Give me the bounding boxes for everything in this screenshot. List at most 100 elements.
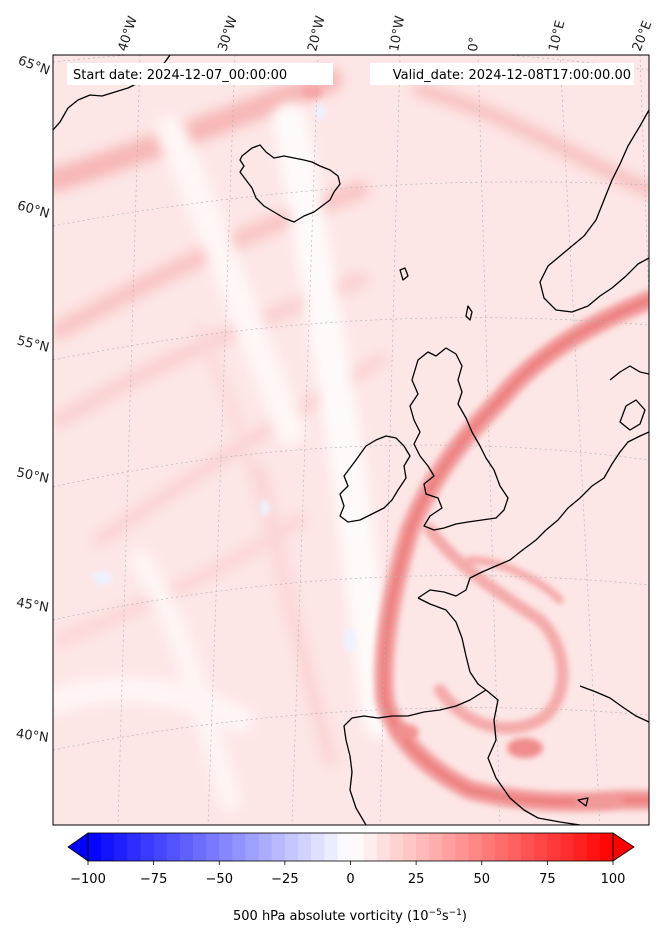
colorbar-cell xyxy=(416,833,430,861)
gridline-lat-45 xyxy=(53,575,649,621)
colorbar-tick-label: −100 xyxy=(70,872,106,887)
lon-label-10e: 10°E xyxy=(546,19,568,53)
colorbar-cell xyxy=(193,833,207,861)
lat-label-45n: 45°N xyxy=(15,595,50,615)
ireland-coast xyxy=(339,435,411,523)
gridline-lat-50 xyxy=(53,444,649,488)
start-date-label: Start date: 2024-12-07_00:00:00 xyxy=(73,68,287,83)
colorbar-cell xyxy=(363,833,378,861)
colorbar-cell xyxy=(311,833,325,861)
colorbar-tick-label: 100 xyxy=(601,872,626,887)
colorbar-label-main: 500 hPa absolute vorticity (10 xyxy=(233,909,429,924)
gridline-lon-20e xyxy=(639,55,649,301)
gridline-lon-10w xyxy=(379,55,401,825)
colorbar-extend-low xyxy=(67,832,89,862)
colorbar-cell xyxy=(140,833,155,861)
bay-of-biscay-coast xyxy=(417,597,487,691)
shetland xyxy=(465,305,473,321)
lat-label-55n: 55°N xyxy=(15,333,50,355)
gridline-lat-40 xyxy=(53,707,649,751)
colorbar-cell xyxy=(508,833,522,861)
north-europe-coast xyxy=(535,431,649,541)
colorbar-cell xyxy=(88,833,102,861)
lon-label-40w: 40°W xyxy=(116,14,141,53)
colorbar-cells xyxy=(88,833,614,861)
valid-date-box xyxy=(370,63,634,85)
colorbar-cell xyxy=(101,833,115,861)
vorticity-streaks xyxy=(53,68,649,766)
colorbar-cell xyxy=(534,833,548,861)
colorbar-ticks: −100 −75 −50 −25 0 25 50 75 100 xyxy=(70,861,625,887)
colorbar-cell xyxy=(337,833,352,861)
lat-label-65n: 65°N xyxy=(16,53,52,78)
lon-label-10w: 10°W xyxy=(387,15,408,53)
colorbar-cell xyxy=(284,833,299,861)
colorbar-cell xyxy=(324,833,338,861)
colorbar-cell xyxy=(206,833,220,861)
mediterranean-coast xyxy=(579,685,649,723)
longitude-labels: 40°W 30°W 20°W 10°W 0° 10°E 20°E xyxy=(116,14,656,53)
gridline-lat-60 xyxy=(53,181,649,227)
colorbar-cell xyxy=(166,833,181,861)
colorbar-cell xyxy=(599,833,614,861)
colorbar-tick-label: −75 xyxy=(140,872,167,887)
colorbar-cell xyxy=(350,833,365,861)
colorbar-tick-label: 75 xyxy=(539,872,556,887)
colorbar-cell xyxy=(232,833,247,861)
iberia-med-coast xyxy=(485,689,581,825)
denmark-coast xyxy=(609,365,649,431)
map-panel xyxy=(53,55,649,825)
gridline-lon-30w xyxy=(207,55,236,825)
colorbar-label-exp2: −1 xyxy=(449,908,462,918)
low-vorticity-regions xyxy=(53,103,397,811)
header-bar: Start date: 2024-12-07_00:00:00 Valid_da… xyxy=(67,63,634,85)
lon-label-0: 0° xyxy=(466,36,482,52)
colorbar-tick-label: 25 xyxy=(408,872,425,887)
colorbar-cell xyxy=(179,833,194,861)
colorbar-cell xyxy=(153,833,168,861)
colorbar-cell xyxy=(468,833,483,861)
lon-label-20w: 20°W xyxy=(305,14,328,53)
iceland-coast xyxy=(239,144,341,223)
colorbar-cell xyxy=(573,833,588,861)
valid-date-label: Valid_date: 2024-12-08T17:00:00.00 xyxy=(393,68,631,83)
vorticity-jet-band xyxy=(302,86,649,812)
colorbar-extend-high xyxy=(612,832,635,862)
colorbar-cell xyxy=(481,833,496,861)
colorbar-label-mid: s xyxy=(442,909,449,924)
gridline-lon-0 xyxy=(477,55,501,825)
negative-vorticity-spots xyxy=(93,104,356,652)
gridline-lon-40w xyxy=(117,55,141,825)
map-frame xyxy=(52,54,650,826)
colorbar-cell xyxy=(271,833,286,861)
colorbar-label-exp1: −5 xyxy=(429,908,442,918)
norway-coast xyxy=(539,109,649,313)
colorbar-cell xyxy=(494,833,509,861)
colorbar-label-end: ) xyxy=(462,909,467,924)
coastlines xyxy=(53,55,649,825)
colorbar-cell xyxy=(245,833,260,861)
colorbar-tick-label: −25 xyxy=(271,872,298,887)
colorbar-cell xyxy=(127,833,142,861)
colorbar-tick-label: 0 xyxy=(346,872,354,887)
colorbar-cell xyxy=(586,833,601,861)
gridline-lon-10e xyxy=(559,55,601,825)
colorbar-cell xyxy=(442,833,457,861)
colorbar-cell xyxy=(521,833,535,861)
colorbar-cell xyxy=(114,833,128,861)
colorbar-cell xyxy=(219,833,233,861)
lat-label-60n: 60°N xyxy=(15,198,51,221)
colorbar-cell xyxy=(547,833,562,861)
france-coast xyxy=(417,539,537,599)
lat-label-40n: 40°N xyxy=(15,727,50,746)
colorbar-cell xyxy=(376,833,391,861)
colorbar-cell xyxy=(298,833,312,861)
colorbar-cell xyxy=(455,833,470,861)
gridlines xyxy=(53,55,649,825)
colorbar-cell xyxy=(389,833,404,861)
colorbar-cell xyxy=(258,833,273,861)
colorbar-cell xyxy=(560,833,575,861)
colorbar-tick-label: 50 xyxy=(473,872,490,887)
